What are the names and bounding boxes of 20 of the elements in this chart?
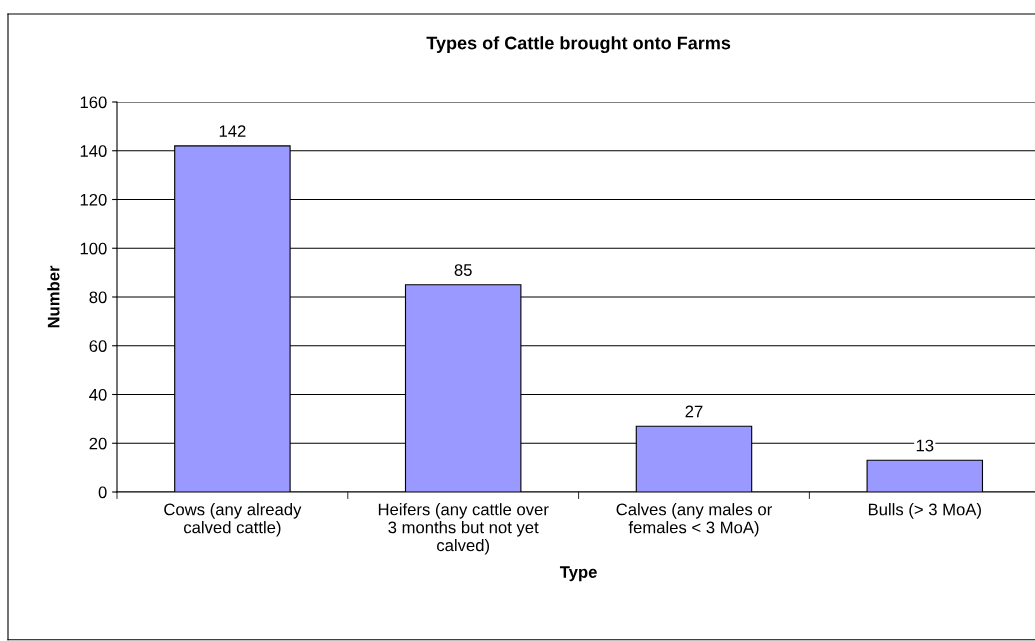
x-tick-label: Calves (any males or females < 3 MoA) xyxy=(616,503,772,537)
y-tick-label: 120 xyxy=(80,193,107,206)
data-label: 13 xyxy=(916,439,934,452)
x-tick-label: Bulls (> 3 MoA) xyxy=(868,503,981,519)
x-axis-title: Type xyxy=(559,566,597,582)
y-tick-label: 0 xyxy=(98,486,107,499)
x-tick-label: Heifers (any cattle over 3 months but not yet calved) xyxy=(378,503,549,555)
y-axis-title: Number xyxy=(47,265,60,328)
y-tick-label: 80 xyxy=(89,291,107,304)
data-label: 27 xyxy=(685,405,703,418)
y-tick-label: 100 xyxy=(80,242,107,255)
data-label: 85 xyxy=(454,264,472,276)
x-tick-label: Cows (any already calved cattle) xyxy=(164,503,302,537)
y-tick-label: 160 xyxy=(80,96,107,109)
y-tick-label: 20 xyxy=(89,437,107,450)
data-label: 142 xyxy=(219,125,246,137)
chart-title: Types of Cattle brought onto Farms xyxy=(426,36,731,54)
y-tick-label: 140 xyxy=(80,145,107,157)
y-tick-label: 40 xyxy=(89,388,107,401)
y-tick-label: 60 xyxy=(89,340,107,352)
